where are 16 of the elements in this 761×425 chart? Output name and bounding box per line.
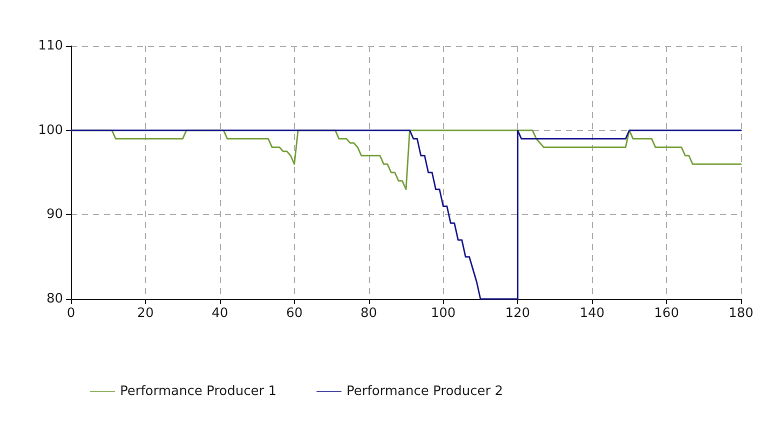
x-tick-label: 140	[580, 306, 605, 321]
x-tick-label: 180	[728, 306, 754, 321]
y-tick-label: 90	[46, 207, 63, 222]
x-tick-label: 0	[66, 306, 76, 321]
x-tick-label: 60	[286, 306, 303, 321]
x-tick-label: 20	[137, 306, 154, 321]
x-tick-label: 100	[430, 306, 456, 321]
x-tick-label: 80	[360, 306, 378, 321]
y-tick-label: 80	[46, 292, 63, 306]
legend-label: Performance Producer 2	[346, 384, 504, 399]
y-tick-label: 100	[38, 122, 63, 138]
y-tick-label: 110	[38, 38, 63, 54]
x-tick-label: 120	[505, 306, 530, 321]
legend-label: Performance Producer 1	[120, 384, 277, 399]
x-tick-label: 40	[212, 306, 228, 321]
x-tick-label: 160	[654, 306, 679, 321]
